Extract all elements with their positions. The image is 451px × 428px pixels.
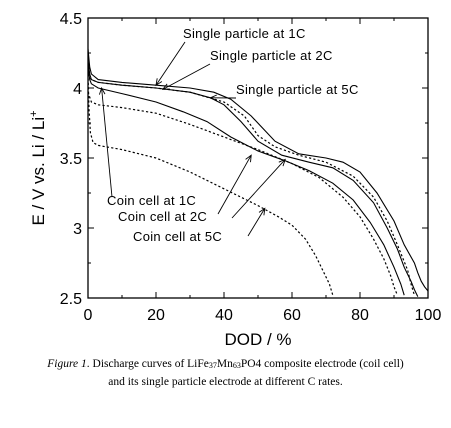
curve-coin-1c (88, 73, 415, 296)
annotation-pointer (101, 87, 113, 198)
y-tick-label: 4.5 (60, 11, 82, 28)
y-tick-label: 3.5 (60, 151, 82, 168)
caption-sub-1: 37 (208, 361, 217, 370)
curve-single-5c (88, 66, 405, 296)
annotation-single-1c: Single particle at 1C (183, 26, 306, 41)
caption-line-1: Figure 1. Discharge curves of LiFe37Mn63… (0, 356, 451, 374)
annotation-arrowhead (98, 86, 106, 95)
x-tick-label: 20 (147, 307, 165, 324)
x-axis-title: DOD / % (224, 330, 291, 349)
annotation-arrowhead (258, 207, 266, 216)
annotation-arrows (98, 41, 286, 237)
caption-line-2: and its single particle electrode at dif… (108, 376, 343, 388)
curve-single-1c (88, 48, 428, 292)
caption-text-after: PO4 composite electrode (coil cell) (240, 358, 404, 370)
y-axis-title-sup: + (28, 110, 40, 116)
annotation-single-5c: Single particle at 5C (236, 82, 359, 97)
annotation-arrowhead (245, 154, 252, 163)
x-tick-label: 40 (215, 307, 233, 324)
annotation-pointer (155, 41, 186, 86)
axis-ticks (87, 17, 429, 299)
plot-area (87, 17, 429, 299)
figure-caption: Figure 1. Discharge curves of LiFe37Mn63… (0, 356, 451, 390)
tick-labels: 0 20 40 60 80 100 2.5 3 3.5 4 4.5 (60, 11, 442, 324)
annotation-pointer (231, 159, 286, 219)
annotation-coin-5c: Coin cell at 5C (133, 229, 222, 244)
caption-text-before: . Discharge curves of LiFe (86, 358, 209, 370)
y-tick-label: 4 (73, 81, 82, 98)
y-tick-label: 3 (73, 221, 82, 238)
annotation-arrowhead (278, 158, 286, 167)
curve-single-2c (88, 59, 419, 297)
curve-coin-2c (88, 92, 398, 296)
caption-figure-label: Figure 1 (47, 358, 87, 370)
annotation-arrowhead (155, 78, 163, 87)
x-tick-label: 0 (84, 307, 93, 324)
y-axis-title-main: E / V vs. Li / Li (29, 117, 48, 226)
discharge-chart: 0 20 40 60 80 100 2.5 3 3.5 4 4.5 DOD / % E / V vs… (28, 11, 442, 349)
y-axis-title: E / V vs. Li / Li+ (28, 110, 48, 225)
y-tick-label: 2.5 (60, 291, 82, 308)
curve-coin-5c (88, 73, 334, 296)
series-layer (88, 48, 428, 297)
annotation-arrowhead (209, 94, 217, 102)
x-tick-label: 100 (415, 307, 442, 324)
annotation-pointer (217, 154, 252, 215)
x-tick-label: 80 (351, 307, 369, 324)
annotation-pointer (162, 63, 211, 90)
annotation-pointer (247, 208, 266, 237)
annotation-single-2c: Single particle at 2C (210, 48, 333, 63)
caption-text-mid: Mn (216, 358, 233, 370)
x-tick-label: 60 (283, 307, 301, 324)
annotation-coin-1c: Coin cell at 1C (107, 193, 196, 208)
caption-sub-2: 63 (232, 361, 241, 370)
annotation-arrowhead (161, 83, 170, 90)
annotation-coin-2c: Coin cell at 2C (118, 209, 207, 224)
